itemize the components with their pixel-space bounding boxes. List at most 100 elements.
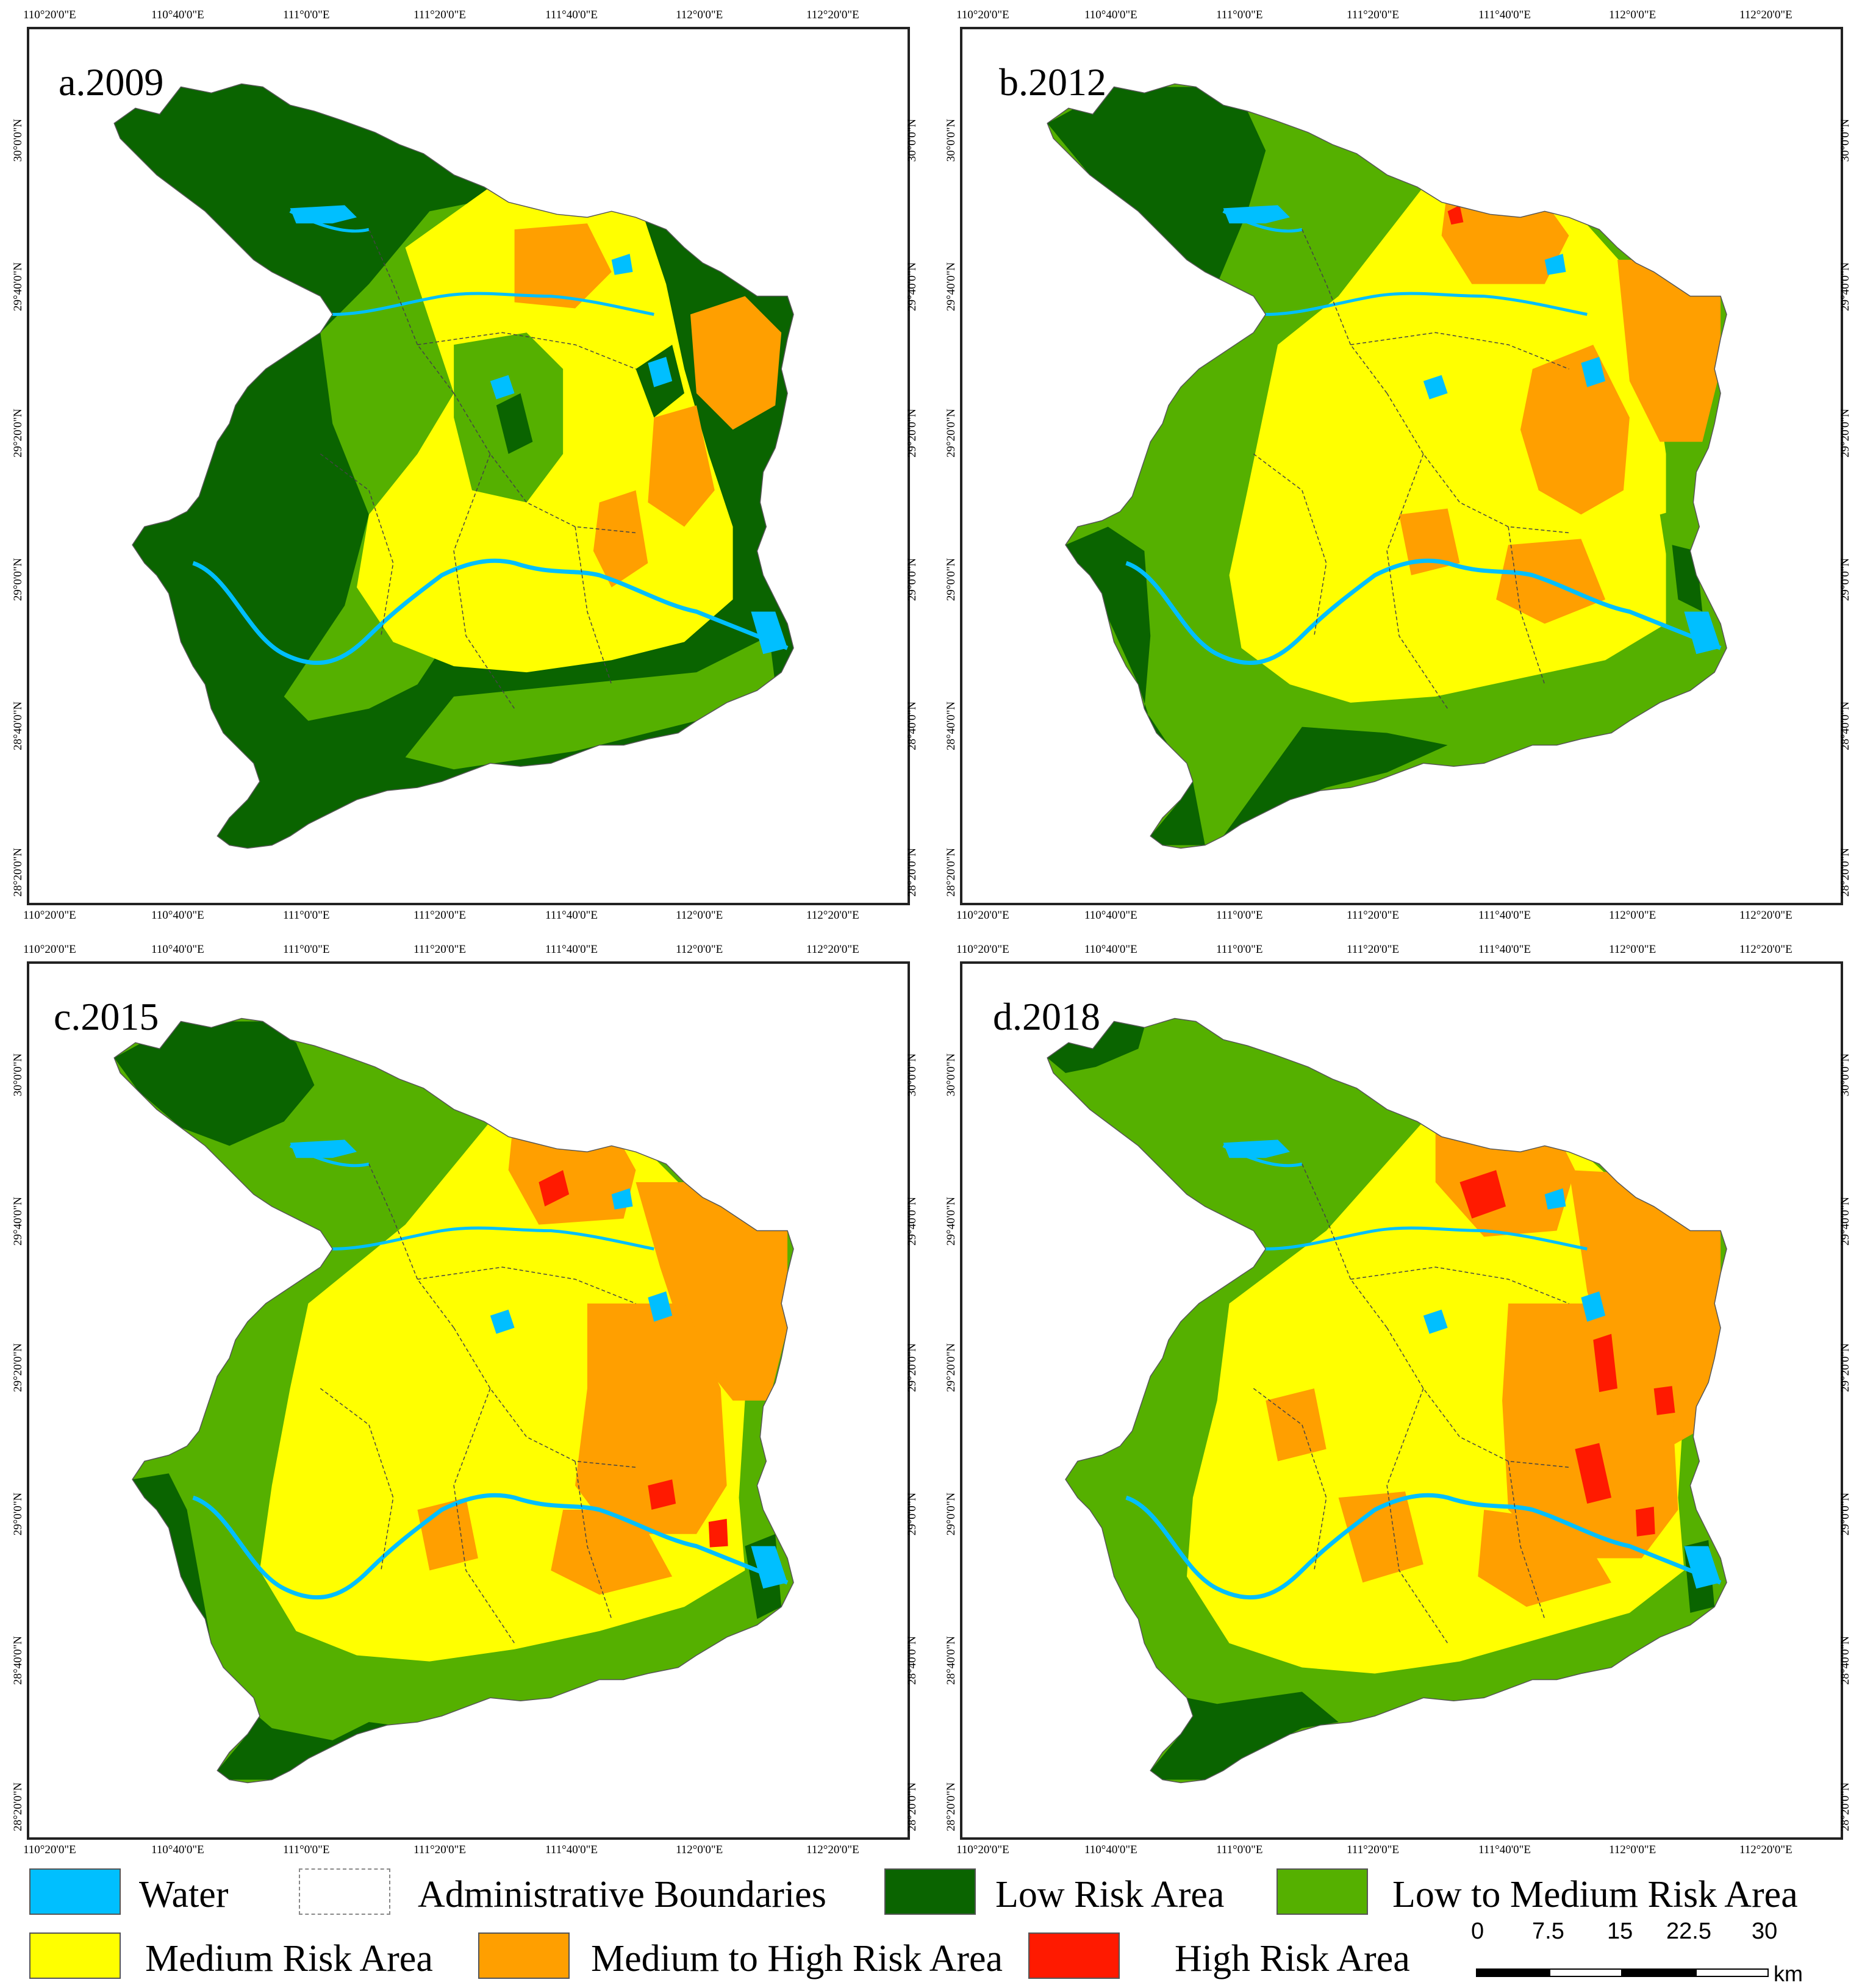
lon-tick-label: 110°40'0"E: [1084, 1843, 1137, 1856]
risk-zone-high: [1593, 1333, 1618, 1393]
lon-tick-label: 112°0'0"E: [1609, 943, 1656, 956]
lat-tick-label: 29°0'0"N: [945, 558, 958, 601]
lat-tick-label: 29°40'0"N: [1839, 1197, 1852, 1246]
admin-boundary: [1350, 1266, 1569, 1304]
water-body: [1223, 1139, 1291, 1158]
lat-tick-label: 29°0'0"N: [1839, 558, 1852, 601]
river: [192, 558, 789, 666]
lat-tick-label: 29°40'0"N: [1839, 262, 1852, 311]
lat-tick-label: 28°40'0"N: [12, 1636, 24, 1685]
risk-zone-medhigh: [1266, 1388, 1327, 1462]
lat-tick-label: 30°0'0"N: [906, 118, 918, 162]
lat-tick-label: 28°40'0"N: [945, 702, 958, 750]
water-body: [490, 375, 515, 400]
lat-tick-label: 29°0'0"N: [12, 1492, 24, 1536]
legend-label: High Risk Area: [1175, 1938, 1410, 1979]
water-body: [1684, 611, 1721, 655]
lon-tick-label: 110°20'0"E: [23, 9, 76, 21]
lat-tick-label: 28°40'0"N: [1839, 1636, 1852, 1685]
lat-tick-label: 30°0'0"N: [1839, 1053, 1852, 1097]
study-area-outline: [1047, 83, 1727, 849]
risk-zone-low: [114, 1021, 315, 1146]
water-body: [611, 253, 633, 275]
risk-zone-medhigh: [1520, 345, 1630, 515]
legend-swatch-medium-risk: [29, 1932, 121, 1979]
lat-tick-label: 30°0'0"N: [12, 118, 24, 162]
lon-tick-label: 111°40'0"E: [545, 1843, 598, 1856]
risk-zones: [1047, 1018, 1727, 1783]
water-body: [751, 1546, 788, 1589]
lat-tick-label: 29°40'0"N: [12, 262, 24, 311]
risk-zone-medhigh: [593, 490, 648, 587]
map-panel-d: d.2018: [960, 961, 1843, 1840]
lat-tick-label: 29°20'0"N: [1839, 1343, 1852, 1392]
legend-swatch-high-risk: [1028, 1932, 1120, 1979]
study-area-outline: [113, 83, 794, 849]
admin-boundary: [575, 526, 612, 685]
admin-boundary: [368, 229, 454, 394]
lat-tick-label: 28°40'0"N: [906, 702, 918, 750]
risk-zone-medhigh: [575, 1303, 727, 1534]
study-area-outline: [1047, 1017, 1727, 1784]
admin-boundary: [1350, 332, 1569, 370]
lat-tick-label: 29°40'0"N: [945, 262, 958, 311]
panel-label: b.2012: [999, 60, 1106, 104]
admin-boundary: [453, 453, 515, 709]
lat-tick-label: 29°40'0"N: [906, 262, 918, 311]
lon-tick-label: 112°20'0"E: [806, 9, 859, 21]
lon-tick-label: 110°20'0"E: [956, 9, 1009, 21]
legend-label: Medium to High Risk Area: [591, 1938, 1003, 1979]
admin-boundary: [417, 332, 636, 370]
lat-tick-label: 30°0'0"N: [945, 118, 958, 162]
scale-unit: km: [1774, 1961, 1803, 1986]
legend-label: Medium Risk Area: [145, 1938, 433, 1979]
water-body: [1544, 1188, 1566, 1210]
lon-tick-label: 110°20'0"E: [956, 909, 1009, 922]
risk-zone-high: [1447, 205, 1464, 225]
lon-tick-label: 111°20'0"E: [414, 1843, 466, 1856]
scale-tick: 30: [1752, 1918, 1778, 1944]
lon-tick-label: 111°0'0"E: [283, 909, 330, 922]
legend-label: Low Risk Area: [995, 1874, 1225, 1915]
water-body: [1684, 1546, 1721, 1589]
lon-tick-label: 111°20'0"E: [1347, 9, 1399, 21]
admin-boundary: [1302, 1163, 1388, 1329]
scale-segment: [1476, 1968, 1549, 1977]
risk-zone-medhigh: [514, 223, 612, 309]
study-area-outline: [113, 1017, 794, 1784]
admin-boundary: [1386, 1388, 1448, 1644]
risk-zone-medhigh: [551, 1510, 673, 1595]
lon-tick-label: 111°0'0"E: [283, 9, 330, 21]
risk-zone-high: [1459, 1170, 1506, 1219]
lon-tick-label: 111°20'0"E: [414, 943, 466, 956]
risk-zone-low: [1047, 87, 1266, 284]
scale-bar: 0 7.5 15 22.5 30 km: [1471, 1918, 1803, 1986]
map-a: [113, 83, 794, 849]
admin-boundary: [1302, 229, 1388, 394]
lat-tick-label: 29°0'0"N: [906, 558, 918, 601]
lat-tick-label: 30°0'0"N: [945, 1053, 958, 1097]
lat-tick-label: 28°40'0"N: [1839, 702, 1852, 750]
water-body: [1423, 375, 1448, 400]
lon-tick-label: 111°40'0"E: [1478, 9, 1531, 21]
risk-zone-medhigh: [1502, 1303, 1678, 1559]
lat-tick-label: 28°20'0"N: [12, 848, 24, 897]
lon-tick-label: 111°0'0"E: [1216, 1843, 1263, 1856]
scale-tick: 22.5: [1666, 1918, 1711, 1944]
lon-tick-label: 111°20'0"E: [1347, 1843, 1399, 1856]
map-d: [1047, 1017, 1727, 1784]
risk-zone-medhigh: [1399, 508, 1460, 575]
lon-tick-label: 110°40'0"E: [1084, 943, 1137, 956]
scale-tick: 0: [1471, 1918, 1484, 1944]
risk-zone-high: [1653, 1386, 1675, 1415]
lon-tick-label: 110°20'0"E: [23, 909, 76, 922]
admin-boundary: [1508, 1461, 1545, 1620]
legend-swatch-low-medium-risk: [1277, 1868, 1368, 1915]
lon-tick-label: 110°20'0"E: [956, 1843, 1009, 1856]
water-body: [648, 357, 673, 387]
lat-tick-label: 29°20'0"N: [12, 409, 24, 458]
lon-tick-label: 111°0'0"E: [1216, 943, 1263, 956]
lon-tick-label: 112°20'0"E: [1739, 1843, 1792, 1856]
legend-swatch-medium-high-risk: [478, 1932, 570, 1979]
lat-tick-label: 29°20'0"N: [1839, 409, 1852, 458]
